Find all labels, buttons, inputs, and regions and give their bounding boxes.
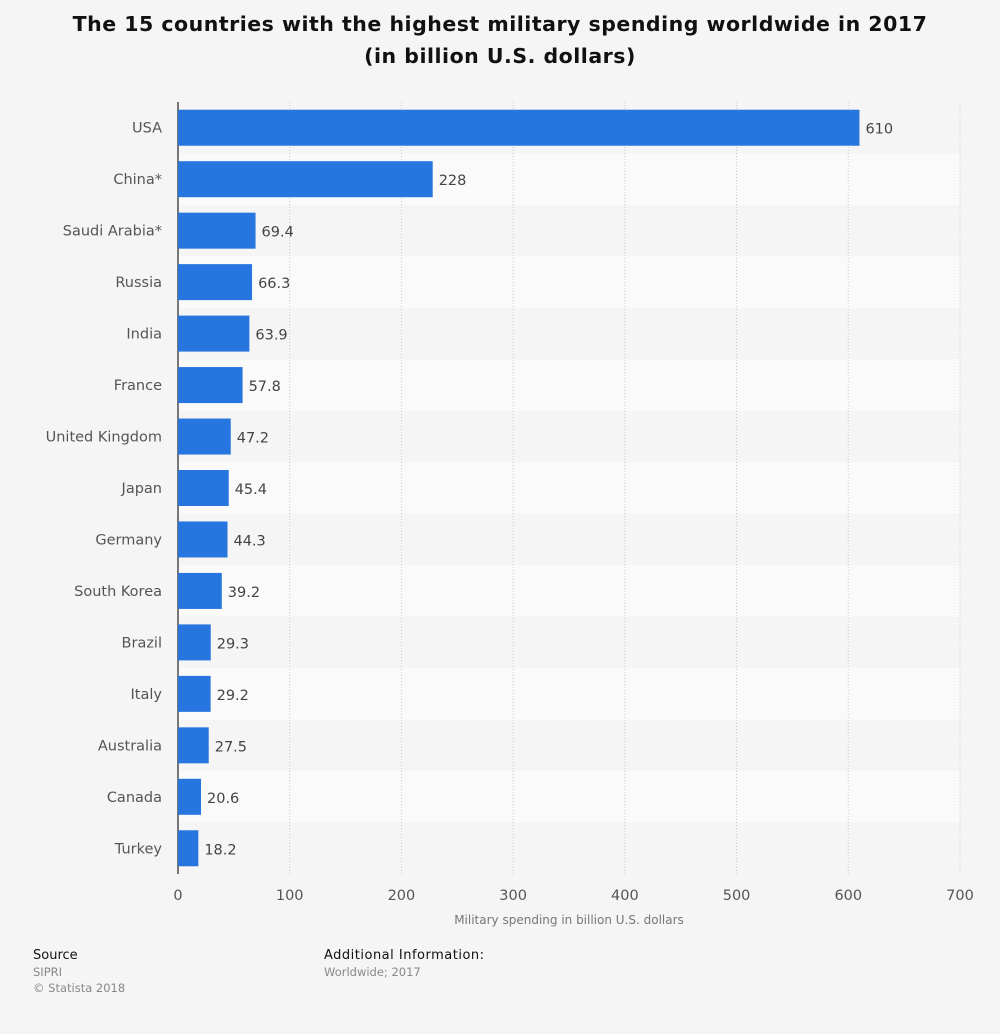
value-label: 63.9 [255,328,287,344]
x-tick-label: 200 [388,888,416,904]
category-label: Russia [115,275,162,291]
additional-info-block: Additional Information: Worldwide; 2017 [324,948,485,980]
value-label: 57.8 [249,379,281,395]
x-tick-label: 600 [834,888,862,904]
row-band [178,668,960,720]
bar [178,212,256,249]
bar [178,367,243,404]
category-label: USA [132,121,162,137]
x-tick-label: 0 [173,888,182,904]
value-label: 20.6 [207,791,239,807]
bar [178,624,211,661]
x-tick-label: 400 [611,888,639,904]
category-label: Japan [121,481,162,497]
value-label: 29.3 [217,636,249,652]
value-label: 69.4 [262,225,294,241]
category-label: Turkey [114,841,163,857]
copyright-text: © Statista 2018 [33,981,126,995]
title-line-2: (in billion U.S. dollars) [364,44,636,68]
value-label: 39.2 [228,585,260,601]
value-label: 66.3 [258,276,290,292]
bar [178,315,250,352]
bar [178,264,253,301]
category-label: Italy [131,687,163,703]
bar [178,572,222,609]
x-tick-label: 500 [723,888,751,904]
category-label: Australia [98,738,162,754]
x-tick-label: 700 [946,888,974,904]
category-label: France [114,378,162,394]
row-band [178,565,960,617]
row-band [178,462,960,514]
bar [178,109,860,146]
row-band [178,359,960,411]
value-label: 44.3 [233,533,265,549]
additional-info-heading: Additional Information: [324,948,485,963]
category-label: India [126,327,162,343]
title-line-1: The 15 countries with the highest milita… [72,12,928,36]
row-band [178,771,960,823]
bar [178,161,433,198]
bar [178,830,199,867]
row-band [178,256,960,308]
bar [178,470,229,506]
value-label: 610 [865,122,893,138]
bar [178,675,211,712]
bar-chart: USA 610 China* 228 Saudi Arabia* 69.4 Russia 66… [46,102,974,927]
value-label: 18.2 [204,842,236,858]
category-label: China* [113,172,162,188]
bar [178,521,228,558]
bar [178,418,231,455]
source-name[interactable]: SIPRI [33,965,63,979]
bar [178,727,209,764]
source-heading: Source [33,948,78,963]
bar [178,778,202,815]
value-label: 228 [439,173,467,189]
category-label: Brazil [122,635,162,651]
value-label: 45.4 [235,482,267,498]
category-label: Canada [107,790,162,806]
additional-info-text: Worldwide; 2017 [324,965,421,979]
source-block: Source SIPRI © Statista 2018 [33,948,125,996]
value-label: 29.2 [217,688,249,704]
value-label: 27.5 [215,739,247,755]
x-axis-title: Military spending in billion U.S. dollar… [454,913,684,927]
category-label: United Kingdom [46,430,162,446]
x-tick-label: 100 [276,888,304,904]
category-label: South Korea [74,584,162,600]
category-label: Saudi Arabia* [63,224,162,240]
x-tick-label: 300 [499,888,527,904]
chart-title: The 15 countries with the highest milita… [0,8,1000,72]
category-label: Germany [95,532,162,548]
value-label: 47.2 [237,431,269,447]
